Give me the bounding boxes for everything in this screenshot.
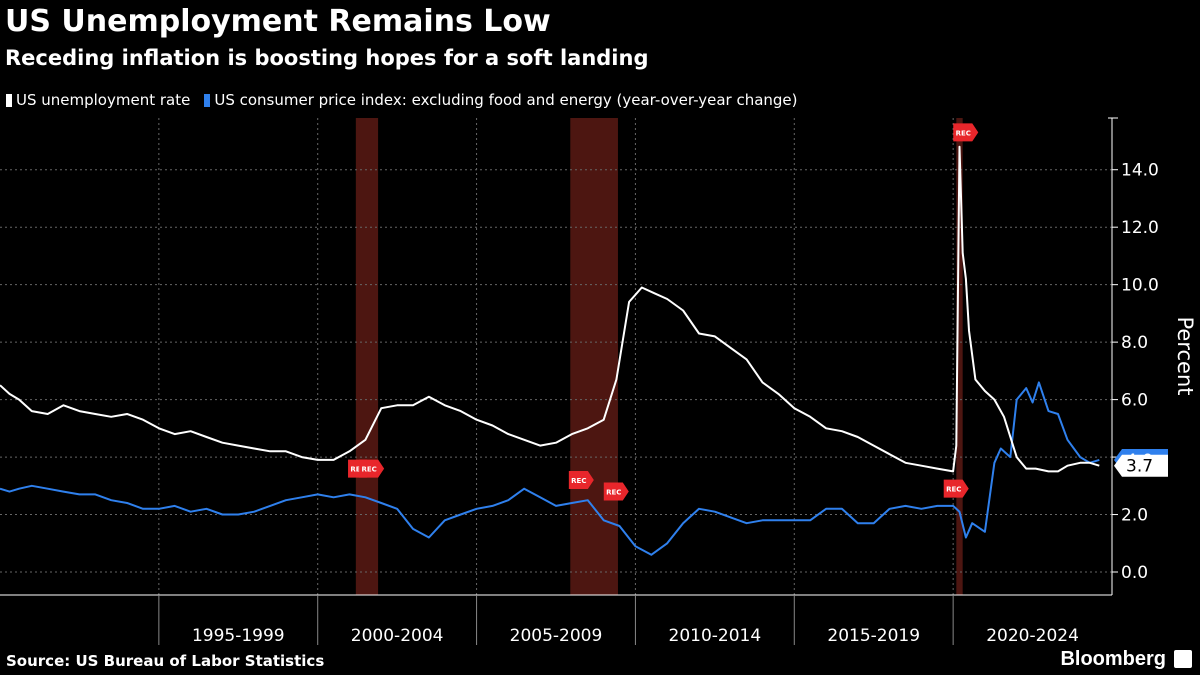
legend: US unemployment rate US consumer price i… bbox=[6, 91, 812, 109]
x-tick-label-2: 2005-2009 bbox=[510, 626, 603, 646]
rec-flag-3 bbox=[603, 482, 629, 501]
rec-flag-4 bbox=[943, 479, 969, 498]
legend-swatch-unemployment bbox=[6, 93, 12, 107]
y-tick-label-0: 0.0 bbox=[1121, 563, 1148, 583]
rec-flag-label-3: REC bbox=[606, 489, 621, 497]
y-tick-label-3: 6.0 bbox=[1121, 391, 1148, 411]
rec-flag-1 bbox=[359, 459, 385, 478]
rec-flag-2 bbox=[568, 471, 594, 490]
y-tick-label-7: 14.0 bbox=[1121, 161, 1159, 181]
rec-flag-label-4: REC bbox=[946, 486, 961, 494]
legend-label-unemployment: US unemployment rate bbox=[16, 91, 191, 109]
rec-flag-label-5: REC bbox=[956, 129, 971, 137]
recession-band-2 bbox=[956, 118, 963, 595]
brand-logo-text: Bloomberg bbox=[1060, 648, 1166, 670]
x-tick-label-3: 2010-2014 bbox=[669, 626, 762, 646]
y-axis-label: Percent bbox=[1173, 316, 1197, 395]
rec-flag-label-0: REC bbox=[350, 466, 365, 474]
chart-title: US Unemployment Remains Low bbox=[5, 4, 551, 39]
recession-band-1 bbox=[570, 118, 618, 595]
chart-subtitle: Receding inflation is boosting hopes for… bbox=[5, 46, 649, 70]
series-line-unemployment bbox=[0, 145, 1100, 473]
series-line-cpi bbox=[0, 381, 1100, 556]
y-tick-label-1: 2.0 bbox=[1121, 506, 1148, 526]
x-tick-label-4: 2015-2019 bbox=[827, 626, 920, 646]
x-tick-label-5: 2020-2024 bbox=[986, 626, 1079, 646]
x-tick-label-0: 1995-1999 bbox=[192, 626, 285, 646]
y-tick-label-5: 10.0 bbox=[1121, 276, 1159, 296]
legend-label-cpi: US consumer price index: excluding food … bbox=[214, 91, 798, 109]
last-value-label-unemployment: 3.7 bbox=[1126, 457, 1153, 477]
rec-flag-5 bbox=[953, 123, 979, 142]
legend-item-unemployment: US unemployment rate bbox=[6, 91, 190, 109]
rec-flag-label-1: REC bbox=[361, 466, 376, 474]
bloomberg-badge-icon bbox=[1174, 650, 1192, 668]
source-note: Source: US Bureau of Labor Statistics bbox=[6, 652, 325, 670]
y-tick-label-4: 8.0 bbox=[1121, 333, 1148, 353]
y-tick-label-6: 12.0 bbox=[1121, 218, 1159, 238]
legend-swatch-cpi bbox=[204, 93, 211, 107]
x-tick-label-1: 2000-2004 bbox=[351, 626, 444, 646]
recession-band-0 bbox=[355, 118, 379, 595]
rec-flag-label-2: REC bbox=[571, 477, 586, 485]
legend-item-cpi: US consumer price index: excluding food … bbox=[204, 91, 798, 109]
last-value-badge-unemployment bbox=[1114, 454, 1168, 477]
